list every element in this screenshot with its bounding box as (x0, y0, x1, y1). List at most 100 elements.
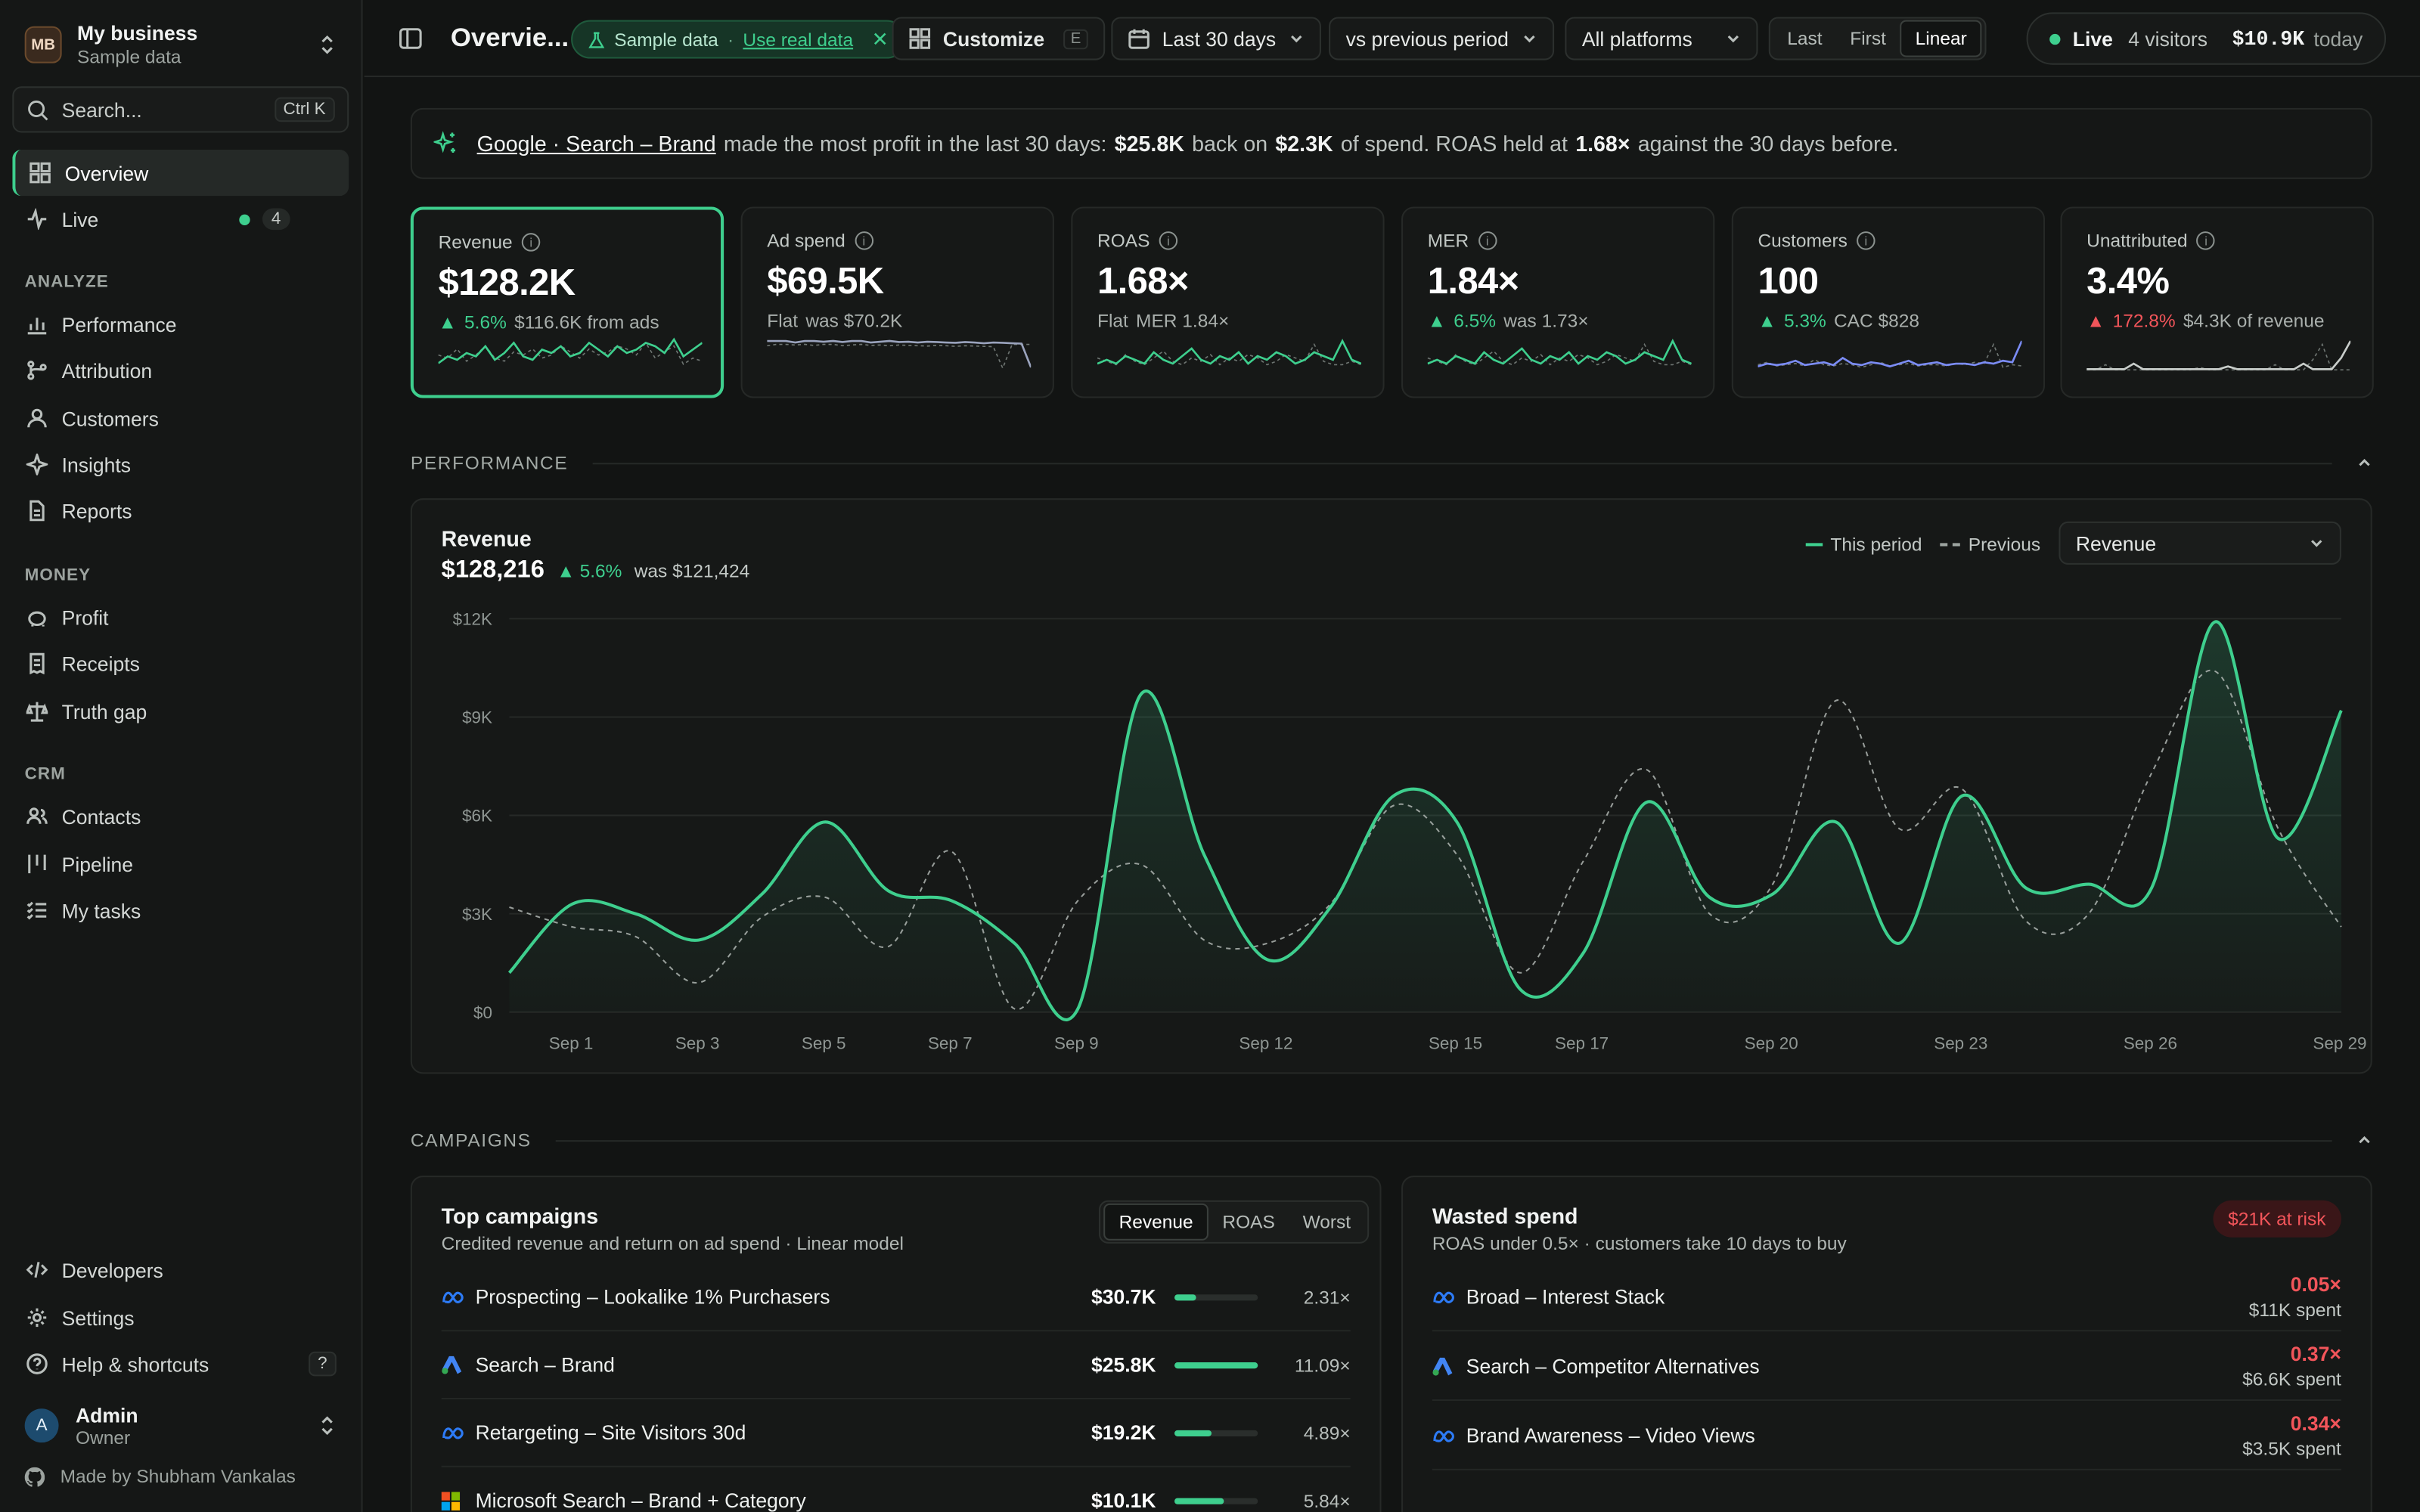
series-line-this-period (507, 620, 2343, 1021)
main-content: Overvie... Sample data · Use real data ✕… (364, 0, 2420, 1512)
tab-worst[interactable]: Worst (1302, 1211, 1351, 1233)
campaign-name: Search – Brand (475, 1352, 615, 1377)
user-icon (27, 408, 47, 428)
search-input[interactable]: Search... Ctrl K (12, 86, 349, 133)
kpi-label: Customers (1758, 230, 1848, 252)
sparkline-current (438, 337, 703, 364)
model-option-first[interactable]: First (1850, 27, 1886, 50)
tab-revenue[interactable]: Revenue (1103, 1203, 1209, 1241)
campaign-revenue: $10.1K (1091, 1489, 1156, 1512)
sidebar-item-pipeline[interactable]: Pipeline (12, 841, 349, 887)
chevron-up-down-icon (321, 35, 333, 54)
campaign-revenue: $30.7K (1091, 1284, 1156, 1309)
sidebar-item-truth-gap[interactable]: Truth gap (12, 688, 349, 734)
table-row[interactable]: Broad – Interest Stack 0.05× $11K spent (1432, 1263, 2341, 1332)
insight-campaign-link[interactable]: Google · Search – Brand (476, 131, 716, 156)
kpi-card[interactable]: ROAS i 1.68× Flat MER 1.84× (1071, 206, 1385, 398)
chevron-up-icon[interactable] (2356, 1132, 2372, 1148)
workspace-name: My business (77, 20, 198, 45)
live-dot-icon (2049, 33, 2061, 45)
sidebar-item-label: Contacts (61, 804, 141, 828)
kpi-card[interactable]: Customers i 100 ▲ 5.3% CAC $828 (1731, 206, 2046, 398)
sidebar-item-contacts[interactable]: Contacts (12, 793, 349, 839)
kpi-card[interactable]: Revenue i $128.2K ▲ 5.6% $116.6K from ads (410, 206, 724, 398)
info-icon[interactable]: i (1478, 231, 1497, 250)
insight-text: against the 30 days before. (1637, 131, 1899, 156)
sidebar-item-live[interactable]: Live 4 (12, 196, 349, 242)
model-option-linear[interactable]: Linear (1900, 20, 1983, 57)
table-row[interactable]: Brand Awareness – Video Views 0.34× $3.5K … (1432, 1402, 2341, 1470)
x-tick-label: Sep 20 (1745, 1034, 1798, 1053)
revenue-share-bar (1174, 1294, 1258, 1300)
table-row[interactable]: Search – Competitor Alternatives 0.37× $6.… (1432, 1333, 2341, 1402)
sidebar-item-profit[interactable]: Profit (12, 594, 349, 640)
table-row[interactable]: Retargeting – Site Visitors 30d $19.2K 4.8… (441, 1399, 1351, 1467)
sidebar-item-reports[interactable]: Reports (12, 488, 349, 534)
kpi-sparkline (1758, 340, 2022, 368)
info-icon[interactable]: i (855, 231, 873, 250)
sidebar-item-receipts[interactable]: Receipts (12, 640, 349, 686)
info-icon[interactable]: i (1857, 231, 1876, 250)
section-money: MONEY (24, 565, 92, 585)
use-real-data-link[interactable]: Use real data (743, 28, 854, 51)
workspace-switcher[interactable]: MB My business Sample data (12, 15, 349, 74)
info-icon[interactable]: i (1159, 231, 1178, 250)
table-row[interactable]: Microsoft Search – Brand + Category $10.1… (441, 1467, 1351, 1512)
x-tick-label: Sep 29 (2313, 1034, 2366, 1053)
sidebar-item-settings[interactable]: Settings (12, 1294, 349, 1340)
info-icon[interactable]: i (2196, 231, 2216, 250)
series-area-this-period (509, 621, 2341, 1020)
toggle-sidebar-button[interactable] (399, 26, 424, 59)
sidebar-item-label: Settings (61, 1306, 135, 1330)
tab-roas[interactable]: ROAS (1222, 1211, 1275, 1233)
sparkline-current (767, 339, 1032, 368)
x-tick-label: Sep 5 (802, 1034, 846, 1053)
sidebar-item-help[interactable]: Help & shortcuts ? (12, 1340, 349, 1387)
table-row[interactable]: Prospecting – Lookalike 1% Purchasers $30… (441, 1263, 1351, 1332)
kpi-card[interactable]: Unattributed i 3.4% ▲ 172.8% $4.3K of revenue (2060, 206, 2374, 398)
sidebar-toggle-icon (399, 28, 422, 49)
x-tick-label: Sep 26 (2124, 1034, 2177, 1053)
section-performance: PERFORMANCE (411, 452, 2372, 474)
kpi-card[interactable]: Ad spend i $69.5K Flat was $70.2K (740, 206, 1054, 398)
sidebar-item-customers[interactable]: Customers (12, 395, 349, 441)
x-tick-label: Sep 17 (1555, 1034, 1609, 1053)
branch-icon (27, 361, 47, 380)
piggy-bank-icon (28, 611, 46, 627)
customize-button[interactable]: Customize E (892, 17, 1106, 60)
metric-select-value: Revenue (2075, 531, 2157, 555)
today-label: today (2313, 26, 2363, 51)
chevron-down-icon (1290, 35, 1302, 43)
insight-text: made the most profit in the last 30 days… (723, 131, 1107, 156)
topbar: Overvie... Sample data · Use real data ✕… (364, 0, 2420, 78)
sidebar-item-overview[interactable]: Overview (12, 149, 349, 197)
chevron-up-icon[interactable] (2356, 455, 2372, 470)
compare-select[interactable]: vs previous period (1329, 17, 1554, 60)
section-analyze: ANALYZE (24, 273, 109, 292)
sidebar-item-developers[interactable]: Developers (12, 1247, 349, 1293)
model-option-last[interactable]: Last (1787, 27, 1823, 50)
sidebar-item-insights[interactable]: Insights (12, 442, 349, 488)
kpi-card[interactable]: MER i 1.84× ▲ 6.5% was 1.73× (1401, 206, 1715, 398)
table-row[interactable]: Search – Brand $25.8K 11.09× (441, 1331, 1351, 1400)
checklist-icon (26, 901, 47, 920)
kpi-label: MER (1427, 230, 1469, 252)
metric-select[interactable]: Revenue (2059, 521, 2341, 565)
github-icon (24, 1466, 45, 1486)
legend-dashed-line-icon (1941, 543, 1961, 547)
live-status-pill[interactable]: Live 4 visitors $10.9K today (2026, 12, 2386, 65)
revenue-line-chart: $0 $3K $6K $9K $12K Sep 1 Sep 3 Sep 5 Sep 7 Sep 9… (453, 610, 2367, 1053)
info-icon[interactable]: i (521, 233, 541, 252)
kpi-delta: 5.6% (464, 311, 507, 333)
x-tick-label: Sep 12 (1239, 1034, 1292, 1053)
workspace-avatar: MB (24, 26, 62, 64)
close-icon[interactable]: ✕ (871, 26, 889, 51)
sidebar-item-attribution[interactable]: Attribution (12, 347, 349, 393)
credit-link[interactable]: Made by Shubham Vankalas (24, 1466, 296, 1487)
platform-select[interactable]: All platforms (1565, 17, 1758, 60)
sidebar-item-my-tasks[interactable]: My tasks (12, 887, 349, 933)
date-range-picker[interactable]: Last 30 days (1111, 17, 1321, 60)
x-tick-label: Sep 9 (1054, 1034, 1099, 1053)
sidebar-item-performance[interactable]: Performance (12, 301, 349, 347)
user-menu[interactable]: A Admin Owner (12, 1396, 349, 1455)
